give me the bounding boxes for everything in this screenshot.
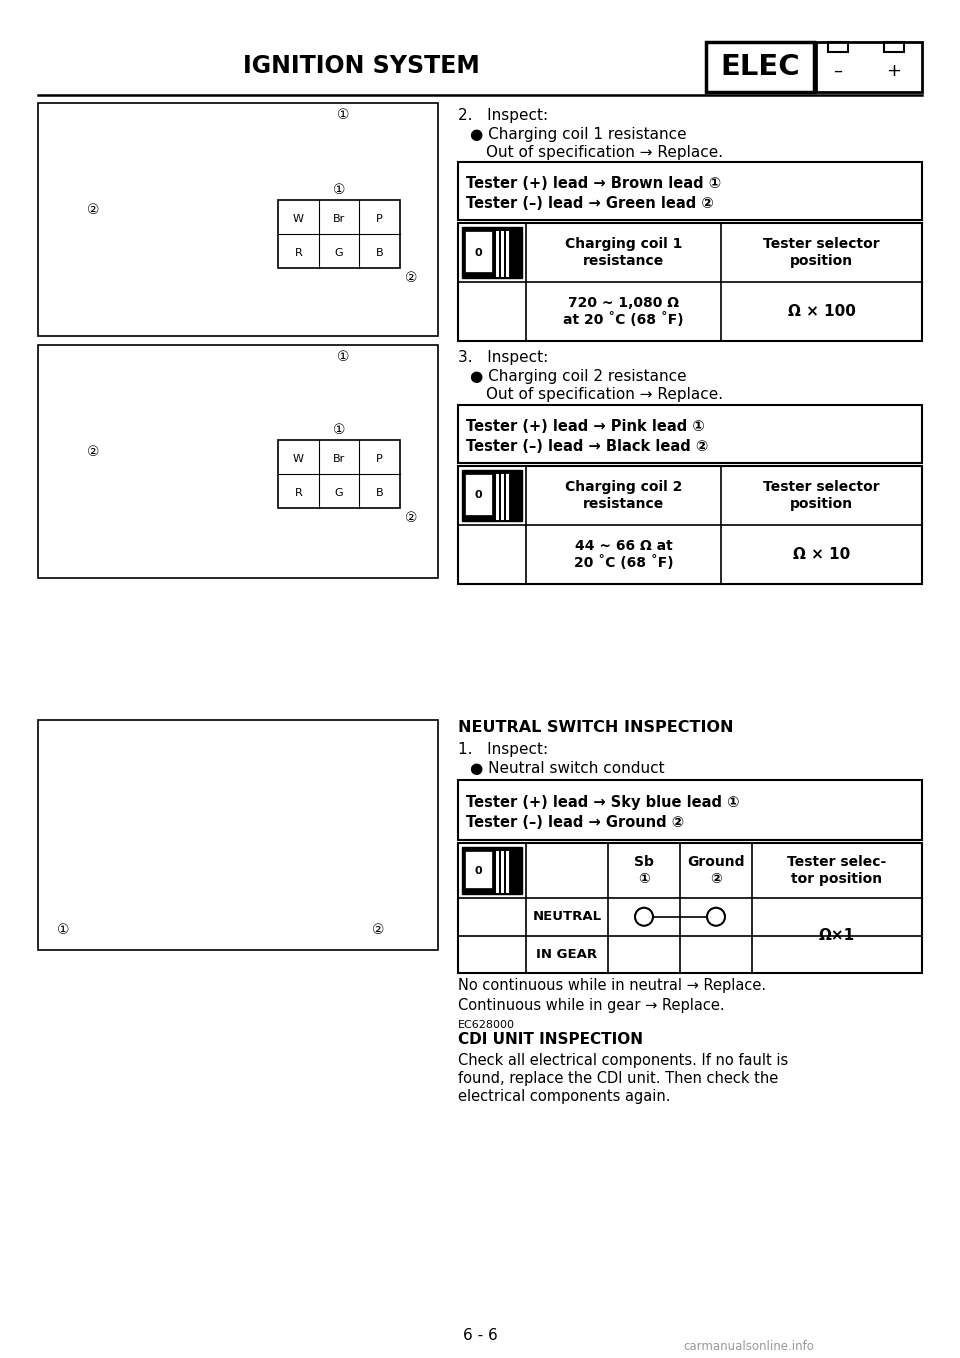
Text: 0: 0 (474, 490, 482, 501)
Text: Tester selector
position: Tester selector position (763, 238, 879, 268)
Bar (465, 474, 492, 515)
Text: ①: ① (333, 422, 346, 437)
Text: IN GEAR: IN GEAR (537, 948, 597, 960)
Bar (884, 42, 904, 52)
Text: ①: ① (57, 923, 69, 937)
Bar (465, 231, 492, 272)
Text: Tester (–) lead → Black lead ②: Tester (–) lead → Black lead ② (466, 439, 708, 454)
Bar (465, 851, 492, 888)
Text: ②: ② (405, 272, 418, 285)
Text: NEUTRAL SWITCH INSPECTION: NEUTRAL SWITCH INSPECTION (458, 720, 733, 735)
Text: G: G (335, 488, 344, 498)
Text: P: P (376, 454, 383, 464)
Text: 0: 0 (474, 247, 482, 258)
Text: ● Neutral switch conduct: ● Neutral switch conduct (470, 760, 664, 775)
Text: Check all electrical components. If no fault is: Check all electrical components. If no f… (458, 1052, 788, 1067)
Text: 1.   Inspect:: 1. Inspect: (458, 741, 548, 756)
Text: Tester selector
position: Tester selector position (763, 481, 879, 511)
Text: Charging coil 1
resistance: Charging coil 1 resistance (564, 238, 683, 268)
Text: No continuous while in neutral → Replace.: No continuous while in neutral → Replace… (458, 978, 766, 993)
Bar (278, 200, 400, 268)
Bar (458, 405, 922, 463)
Text: Tester selec-
tor position: Tester selec- tor position (787, 856, 887, 885)
Text: Tester (+) lead → Sky blue lead ①: Tester (+) lead → Sky blue lead ① (466, 794, 739, 809)
Text: electrical components again.: electrical components again. (458, 1089, 670, 1104)
Text: carmanualsonline.info: carmanualsonline.info (684, 1340, 814, 1353)
Text: P: P (376, 215, 383, 224)
Text: Ground
②: Ground ② (687, 856, 745, 885)
Text: R: R (295, 249, 302, 258)
Text: ①: ① (337, 350, 349, 364)
Text: Ω × 100: Ω × 100 (787, 304, 855, 319)
Bar (38, 103, 438, 335)
Bar (462, 470, 522, 521)
Bar (706, 42, 814, 92)
Text: Br: Br (333, 454, 346, 464)
Text: G: G (335, 249, 344, 258)
Text: 2.   Inspect:: 2. Inspect: (458, 109, 548, 124)
Text: B: B (376, 249, 383, 258)
Bar (38, 345, 438, 579)
Text: Continuous while in gear → Replace.: Continuous while in gear → Replace. (458, 998, 725, 1013)
Bar (38, 720, 438, 951)
Text: ELEC: ELEC (720, 53, 800, 81)
Text: Sb
①: Sb ① (634, 856, 654, 885)
Text: CDI UNIT INSPECTION: CDI UNIT INSPECTION (458, 1032, 643, 1047)
Bar (278, 440, 400, 508)
Bar (828, 42, 848, 52)
Bar (462, 847, 522, 894)
Text: W: W (293, 454, 303, 464)
Text: ● Charging coil 1 resistance: ● Charging coil 1 resistance (470, 128, 686, 143)
Text: 6 - 6: 6 - 6 (463, 1328, 497, 1343)
Text: 44 ~ 66 Ω at
20 ˚C (68 ˚F): 44 ~ 66 Ω at 20 ˚C (68 ˚F) (574, 539, 673, 570)
Text: found, replace the CDI unit. Then check the: found, replace the CDI unit. Then check … (458, 1071, 779, 1086)
Bar (462, 227, 522, 278)
Bar (458, 779, 922, 841)
Text: ②: ② (405, 511, 418, 526)
Text: ①: ① (333, 183, 346, 197)
Text: Br: Br (333, 215, 346, 224)
Text: NEUTRAL: NEUTRAL (533, 910, 602, 923)
Text: Tester (+) lead → Pink lead ①: Tester (+) lead → Pink lead ① (466, 420, 705, 435)
Text: 3.   Inspect:: 3. Inspect: (458, 350, 548, 365)
Text: ①: ① (337, 109, 349, 122)
Bar (458, 843, 922, 972)
Text: ● Charging coil 2 resistance: ● Charging coil 2 resistance (470, 369, 686, 384)
Text: R: R (295, 488, 302, 498)
Text: –: – (833, 62, 843, 80)
Text: 720 ~ 1,080 Ω
at 20 ˚C (68 ˚F): 720 ~ 1,080 Ω at 20 ˚C (68 ˚F) (564, 296, 684, 327)
Bar (458, 162, 922, 220)
Text: Ω×1: Ω×1 (819, 928, 855, 942)
Text: Tester (–) lead → Ground ②: Tester (–) lead → Ground ② (466, 815, 684, 830)
Text: Charging coil 2
resistance: Charging coil 2 resistance (564, 481, 683, 511)
Text: Ω × 10: Ω × 10 (793, 547, 851, 562)
Bar (458, 466, 922, 584)
Text: IGNITION SYSTEM: IGNITION SYSTEM (243, 54, 480, 77)
Text: Tester (–) lead → Green lead ②: Tester (–) lead → Green lead ② (466, 196, 713, 210)
Text: EC628000: EC628000 (458, 1020, 515, 1029)
Bar (458, 223, 922, 341)
Text: W: W (293, 215, 303, 224)
Text: ②: ② (372, 923, 384, 937)
Text: ②: ② (86, 202, 99, 216)
Text: B: B (376, 488, 383, 498)
Text: 0: 0 (474, 865, 482, 876)
Text: Out of specification → Replace.: Out of specification → Replace. (486, 387, 723, 402)
Text: +: + (886, 62, 901, 80)
Bar (816, 42, 922, 92)
Text: Tester (+) lead → Brown lead ①: Tester (+) lead → Brown lead ① (466, 177, 721, 191)
Text: Out of specification → Replace.: Out of specification → Replace. (486, 145, 723, 160)
Text: ②: ② (86, 444, 99, 459)
